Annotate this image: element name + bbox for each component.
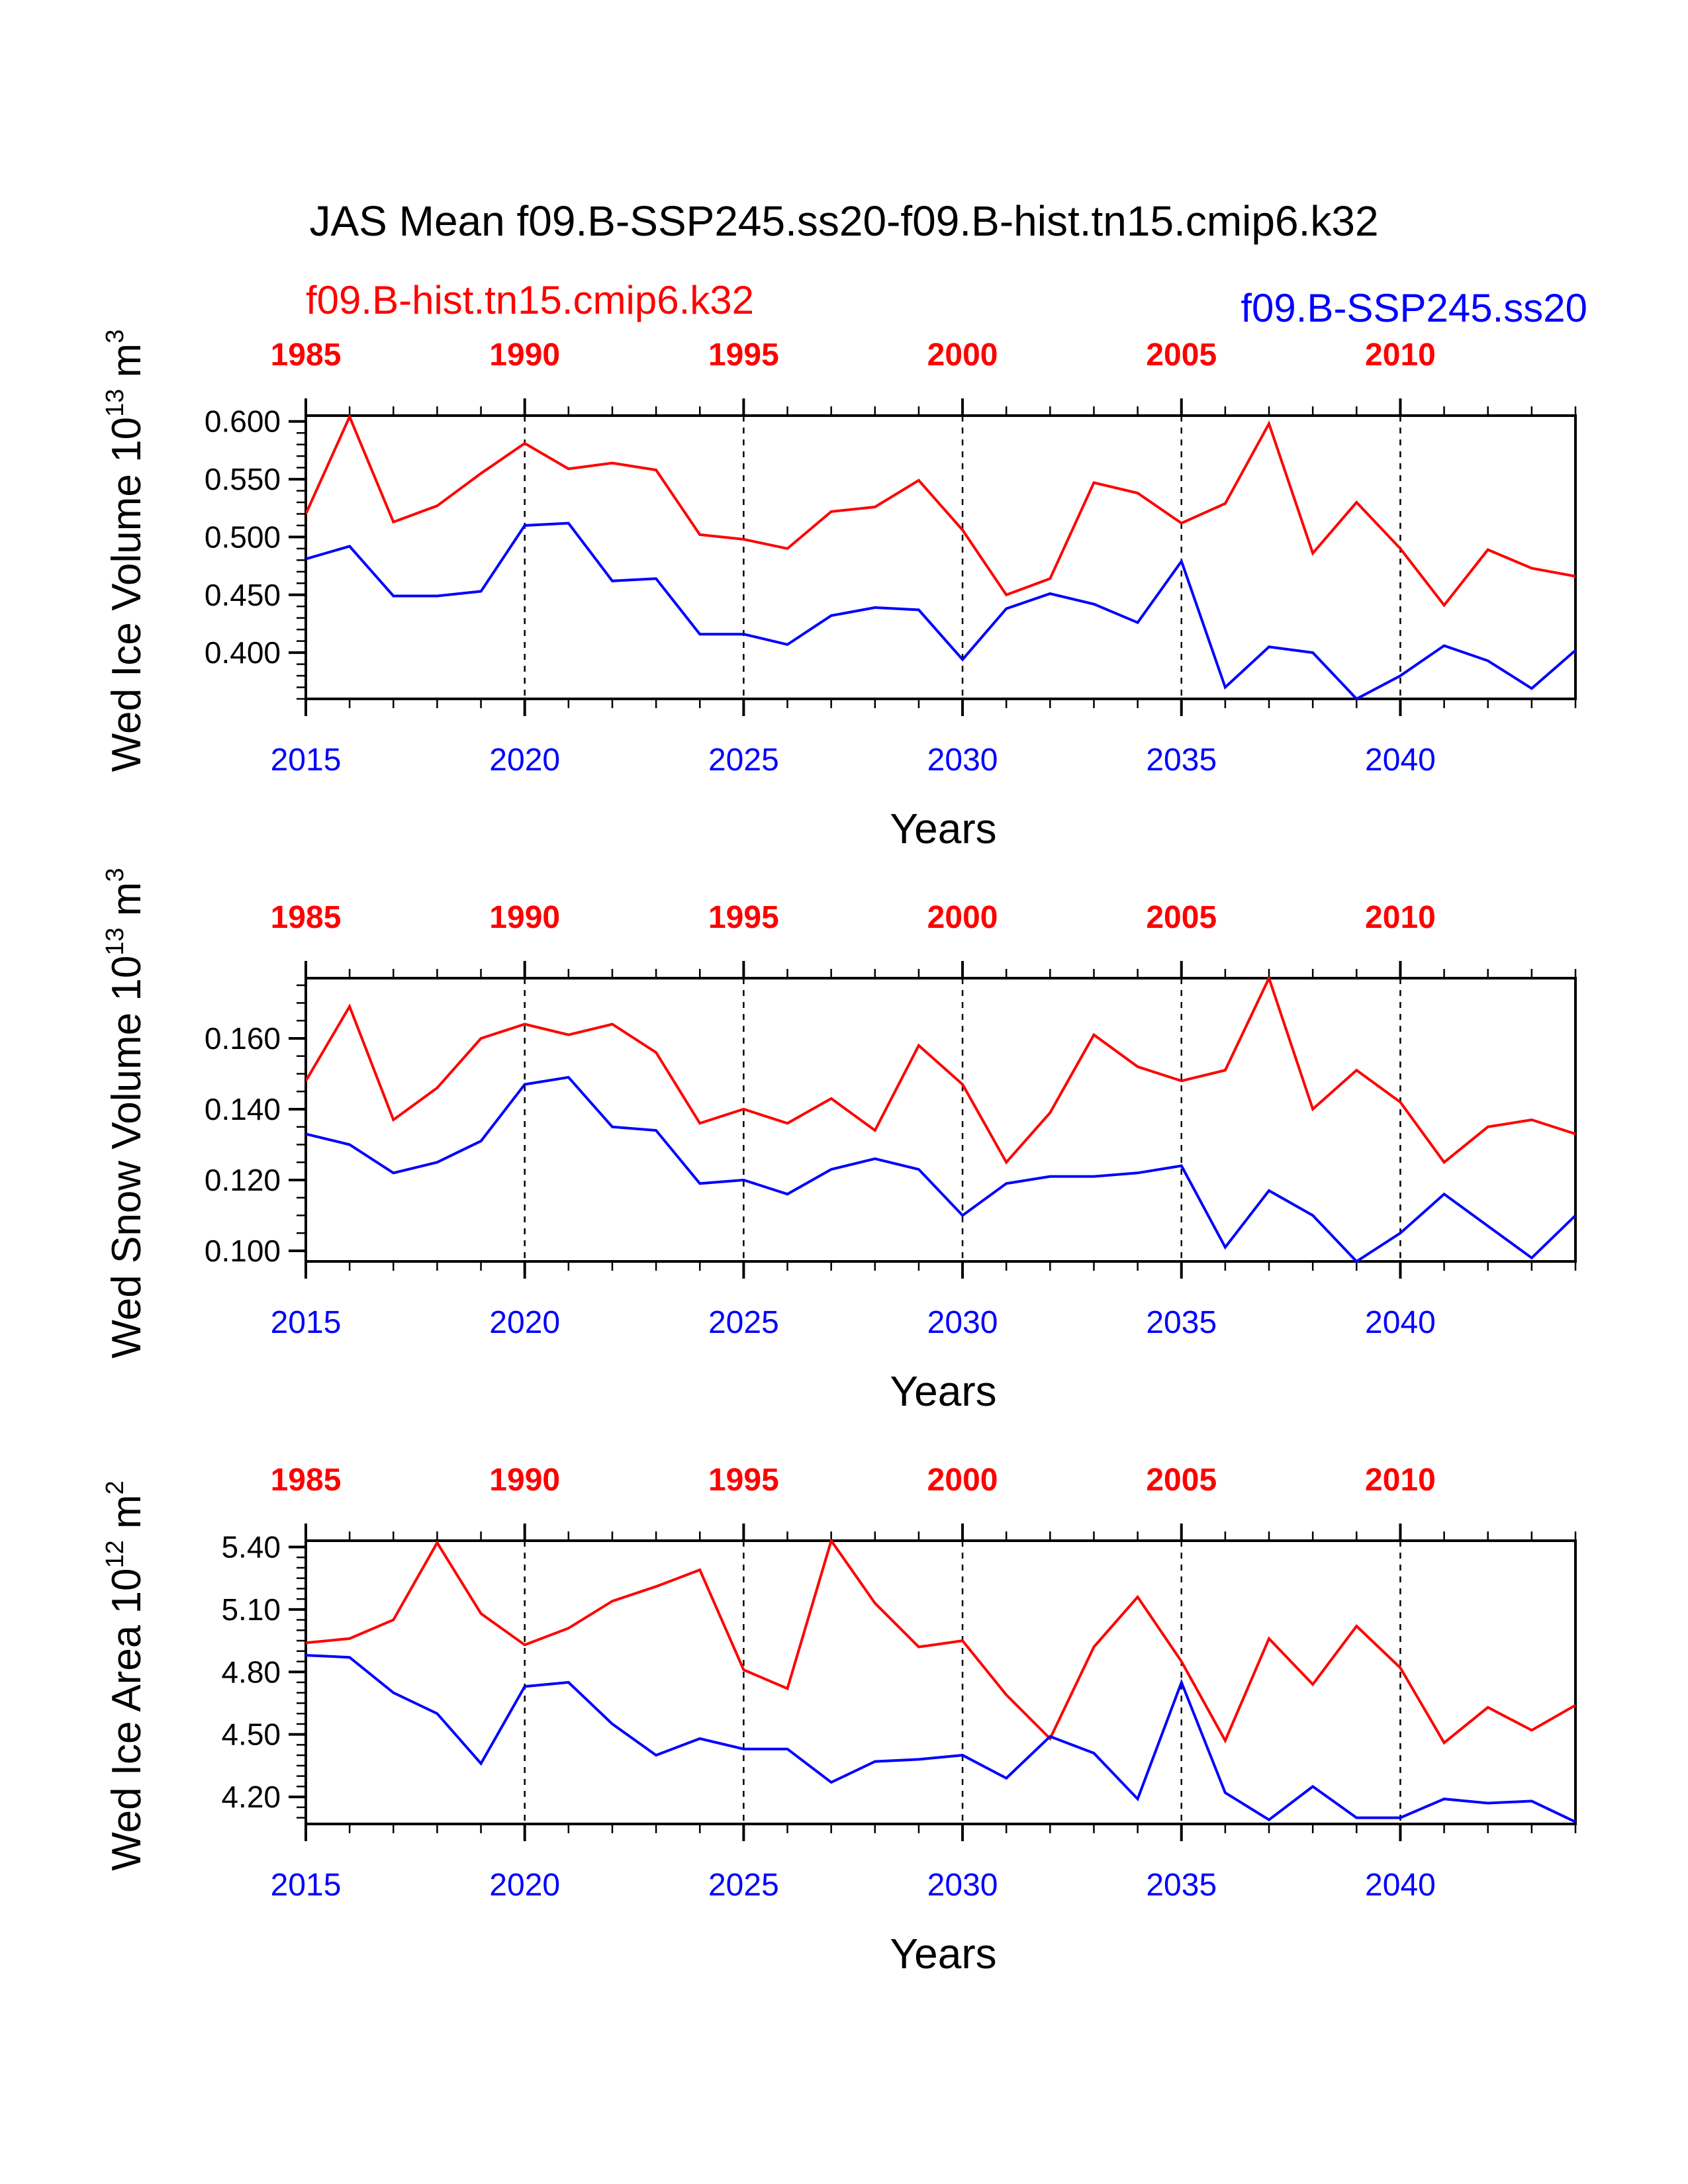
x-tick-label-bottom: 2025: [708, 743, 779, 778]
x-axis-title: Years: [890, 1367, 996, 1415]
ssp-series-line: [306, 522, 1575, 700]
x-tick-label-bottom: 2035: [1146, 1305, 1217, 1340]
x-tick-label-bottom: 2035: [1146, 743, 1217, 778]
x-tick-label-top: 2010: [1365, 338, 1436, 373]
y-tick-label: 0.400: [205, 635, 281, 670]
y-tick-label: 5.10: [221, 1592, 281, 1627]
plot-frame: [305, 1539, 1577, 1825]
x-tick-label-top: 2000: [927, 900, 998, 935]
x-tick-label-top: 1985: [271, 900, 342, 935]
legend-hist-label: f09.B-hist.tn15.cmip6.k32: [306, 278, 754, 322]
x-tick-label-top: 2005: [1146, 338, 1217, 373]
hist-series-line: [306, 1539, 1575, 1745]
y-tick-label: 0.500: [205, 520, 281, 554]
x-axis-title: Years: [890, 1930, 996, 1978]
ssp-series-line: [306, 1654, 1575, 1823]
panel-3: 4.20 4.50 4.80 5.10 5.40 2015 2020 2025 2030 2035…: [101, 1463, 1577, 1978]
hist-series-line: [306, 977, 1575, 1165]
hist-series-line: [306, 414, 1575, 608]
panel-1: 0.400 0.450 0.500 0.550 0.600 2015 2020 2025 203…: [101, 330, 1577, 852]
ssp-series-line: [306, 1075, 1575, 1263]
chart-title: JAS Mean f09.B-SSP245.ss20-f09.B-hist.tn…: [309, 197, 1378, 245]
x-tick-label-bottom: 2030: [927, 743, 998, 778]
x-tick-label-bottom: 2025: [708, 1868, 779, 1903]
x-tick-label-bottom: 2015: [271, 743, 342, 778]
x-tick-label-top: 2000: [927, 338, 998, 373]
x-tick-label-bottom: 2015: [271, 1305, 342, 1340]
y-tick-label: 0.140: [205, 1092, 281, 1126]
x-tick-label-top: 1990: [489, 1463, 560, 1498]
y-tick-label: 0.100: [205, 1234, 281, 1268]
y-tick-label: 0.160: [205, 1021, 281, 1056]
x-tick-label-bottom: 2025: [708, 1305, 779, 1340]
y-tick-label: 4.80: [221, 1655, 281, 1689]
y-tick-label: 0.600: [205, 404, 281, 439]
x-tick-label-bottom: 2020: [489, 1868, 560, 1903]
x-tick-label-top: 1990: [489, 338, 560, 373]
x-tick-label-bottom: 2040: [1365, 743, 1436, 778]
y-tick-label: 4.20: [221, 1780, 281, 1814]
x-tick-label-top: 2005: [1146, 1463, 1217, 1498]
x-tick-label-top: 1985: [271, 338, 342, 373]
y-axis-title: Wed Snow Volume 1013 m3: [101, 868, 150, 1358]
plot-frame: [305, 977, 1577, 1263]
panel-2: 0.100 0.120 0.140 0.160 2015 2020 2025 2030 2035…: [101, 868, 1577, 1415]
plot-frame: [305, 414, 1577, 700]
panels: 0.400 0.450 0.500 0.550 0.600 2015 2020 2025 203…: [101, 330, 1577, 1978]
x-tick-label-top: 1985: [271, 1463, 342, 1498]
y-axis-title: Wed Ice Volume 1013 m3: [101, 330, 150, 772]
y-tick-label: 5.40: [221, 1529, 281, 1564]
x-tick-label-bottom: 2015: [271, 1868, 342, 1903]
y-axis-title: Wed Ice Area 1012 m2: [101, 1480, 150, 1871]
legend-ssp-label: f09.B-SSP245.ss20: [1241, 286, 1587, 330]
x-tick-label-top: 2010: [1365, 900, 1436, 935]
y-tick-label: 4.50: [221, 1717, 281, 1752]
x-tick-label-bottom: 2040: [1365, 1868, 1436, 1903]
x-tick-label-bottom: 2020: [489, 743, 560, 778]
x-tick-label-top: 1995: [708, 338, 779, 373]
x-tick-label-top: 1995: [708, 900, 779, 935]
x-tick-label-bottom: 2030: [927, 1305, 998, 1340]
x-tick-label-top: 2005: [1146, 900, 1217, 935]
x-tick-label-top: 1995: [708, 1463, 779, 1498]
y-tick-label: 0.120: [205, 1163, 281, 1197]
x-tick-label-top: 1990: [489, 900, 560, 935]
x-tick-label-bottom: 2040: [1365, 1305, 1436, 1340]
y-tick-label: 0.550: [205, 462, 281, 496]
x-tick-label-top: 2000: [927, 1463, 998, 1498]
y-tick-label: 0.450: [205, 578, 281, 612]
x-tick-label-bottom: 2030: [927, 1868, 998, 1903]
x-axis-title: Years: [890, 805, 996, 852]
x-tick-label-bottom: 2035: [1146, 1868, 1217, 1903]
x-tick-label-bottom: 2020: [489, 1305, 560, 1340]
x-tick-label-top: 2010: [1365, 1463, 1436, 1498]
